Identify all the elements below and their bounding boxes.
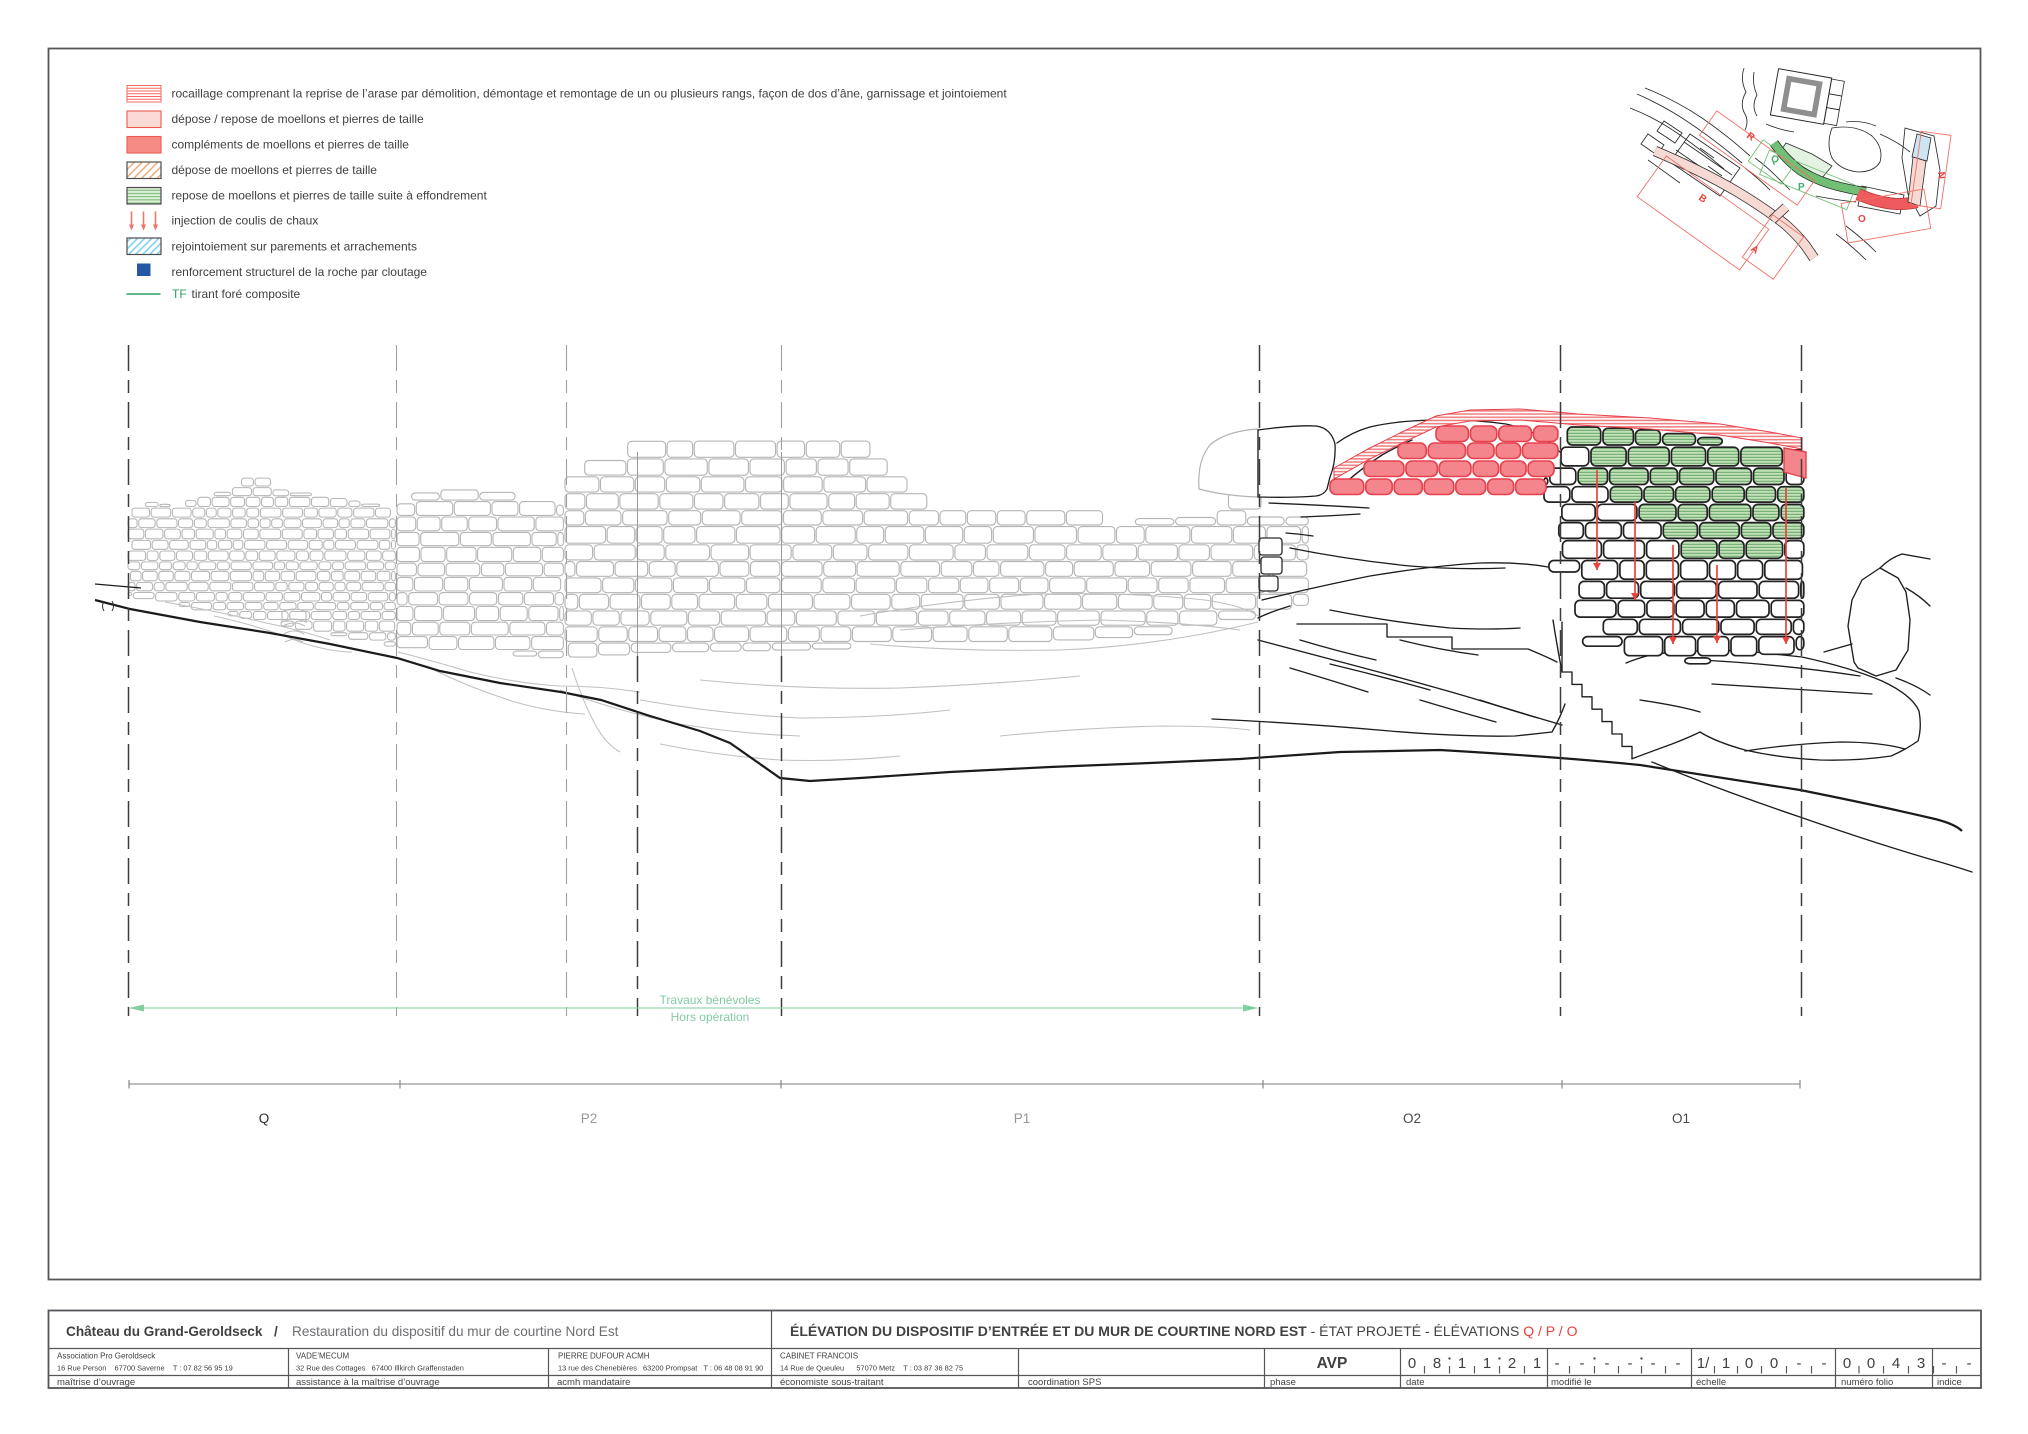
svg-text:0: 0 <box>1843 1355 1851 1372</box>
svg-text:modifié le: modifié le <box>1551 1377 1592 1388</box>
svg-text:renforcement structurel de la: renforcement structurel de la roche par … <box>172 265 428 279</box>
svg-text:O: O <box>1858 214 1866 225</box>
svg-text:1: 1 <box>1483 1355 1491 1372</box>
svg-text:-: - <box>1942 1355 1947 1372</box>
svg-text:-: - <box>1651 1355 1656 1372</box>
svg-text:-: - <box>1822 1355 1827 1372</box>
svg-text:rejointoiement sur parements e: rejointoiement sur parements et arrachem… <box>172 240 417 254</box>
svg-text:indice: indice <box>1937 1377 1962 1388</box>
svg-text:injection de coulis de chaux: injection de coulis de chaux <box>172 214 319 228</box>
svg-text:date: date <box>1406 1377 1425 1388</box>
svg-text:phase: phase <box>1270 1377 1296 1388</box>
svg-text:VADE’MECUM: VADE’MECUM <box>296 1352 350 1361</box>
svg-text:P: P <box>1798 182 1805 193</box>
svg-text:échelle: échelle <box>1696 1377 1726 1388</box>
svg-text:Château du Grand-Geroldseck: Château du Grand-Geroldseck <box>66 1324 263 1339</box>
svg-text:dépose / repose de moellons et: dépose / repose de moellons et pierres d… <box>172 112 424 126</box>
svg-text:O2: O2 <box>1403 1111 1421 1126</box>
svg-text:4: 4 <box>1892 1355 1900 1372</box>
svg-text:32 Rue des Cottages 67400 Il: 32 Rue des Cottages 67400 Illkirch Graff… <box>296 1364 464 1373</box>
svg-text:dépose de moellons et pierres: dépose de moellons et pierres de taille <box>172 163 378 177</box>
svg-text:économiste sous-traitant: économiste sous-traitant <box>780 1377 884 1388</box>
svg-text:rocaillage comprenant la repri: rocaillage comprenant la reprise de l’ar… <box>172 87 1008 101</box>
svg-text:Travaux bénévoles: Travaux bénévoles <box>660 993 761 1007</box>
svg-text:TF: TF <box>172 287 187 301</box>
svg-text:ÉLÉVATION DU DISPOSITIF D’ENTR: ÉLÉVATION DU DISPOSITIF D’ENTRÉE ET DU M… <box>790 1323 1578 1339</box>
svg-text:1/: 1/ <box>1697 1355 1710 1372</box>
svg-text:-: - <box>1628 1355 1633 1372</box>
svg-text:N: N <box>1935 171 1947 179</box>
svg-text:numéro folio: numéro folio <box>1841 1377 1893 1388</box>
svg-text:-: - <box>1605 1355 1610 1372</box>
svg-text:Restauration du dispositif du: Restauration du dispositif du mur de cou… <box>292 1324 619 1339</box>
svg-text:PIERRE DUFOUR ACMH: PIERRE DUFOUR ACMH <box>558 1352 650 1361</box>
svg-text:-: - <box>1676 1355 1681 1372</box>
svg-text:3: 3 <box>1917 1355 1925 1372</box>
svg-text:1: 1 <box>1722 1355 1730 1372</box>
svg-text:assistance à la maîtrise d’ouv: assistance à la maîtrise d’ouvrage <box>296 1377 440 1388</box>
svg-text:0: 0 <box>1745 1355 1753 1372</box>
svg-text:P1: P1 <box>1014 1111 1031 1126</box>
svg-text:O1: O1 <box>1672 1111 1690 1126</box>
svg-text:14 Rue de Queuleu 57070 M: 14 Rue de Queuleu 57070 Metz T : 03 87 3… <box>780 1364 963 1373</box>
svg-text:repose de moellons et pierres: repose de moellons et pierres de taille … <box>172 189 488 203</box>
svg-text:2: 2 <box>1508 1355 1516 1372</box>
svg-text:Hors opération: Hors opération <box>671 1010 750 1024</box>
svg-text:AVP: AVP <box>1317 1355 1348 1372</box>
svg-text:0: 0 <box>1408 1355 1416 1372</box>
svg-text:0: 0 <box>1867 1355 1875 1372</box>
svg-text:acmh mandataire: acmh mandataire <box>557 1377 630 1388</box>
svg-text:Association Pro Geroldseck: Association Pro Geroldseck <box>57 1352 156 1361</box>
svg-text:/: / <box>274 1324 278 1339</box>
svg-text:1: 1 <box>1533 1355 1541 1372</box>
svg-text:-: - <box>1580 1355 1585 1372</box>
svg-text:1: 1 <box>1458 1355 1466 1372</box>
svg-text:-: - <box>1555 1355 1560 1372</box>
svg-text:coordination SPS: coordination SPS <box>1028 1377 1101 1388</box>
svg-text:Q: Q <box>259 1111 270 1126</box>
svg-text:13 rue des Chenebières 63200: 13 rue des Chenebières 63200 Prompsat T … <box>558 1364 763 1373</box>
svg-text:-: - <box>1967 1355 1972 1372</box>
svg-text:16 Rue Person 67700 Saverne: 16 Rue Person 67700 Saverne T : 07 82 56… <box>57 1364 233 1373</box>
svg-text:8: 8 <box>1433 1355 1441 1372</box>
svg-text:tirant foré composite: tirant foré composite <box>192 287 301 301</box>
svg-text:maîtrise d’ouvrage: maîtrise d’ouvrage <box>57 1377 135 1388</box>
svg-text:P2: P2 <box>581 1111 598 1126</box>
svg-text:0: 0 <box>1770 1355 1778 1372</box>
svg-text:CABINET FRANCOIS: CABINET FRANCOIS <box>780 1352 858 1361</box>
svg-text:compléments de moellons et pie: compléments de moellons et pierres de ta… <box>172 138 410 152</box>
svg-text:-: - <box>1797 1355 1802 1372</box>
